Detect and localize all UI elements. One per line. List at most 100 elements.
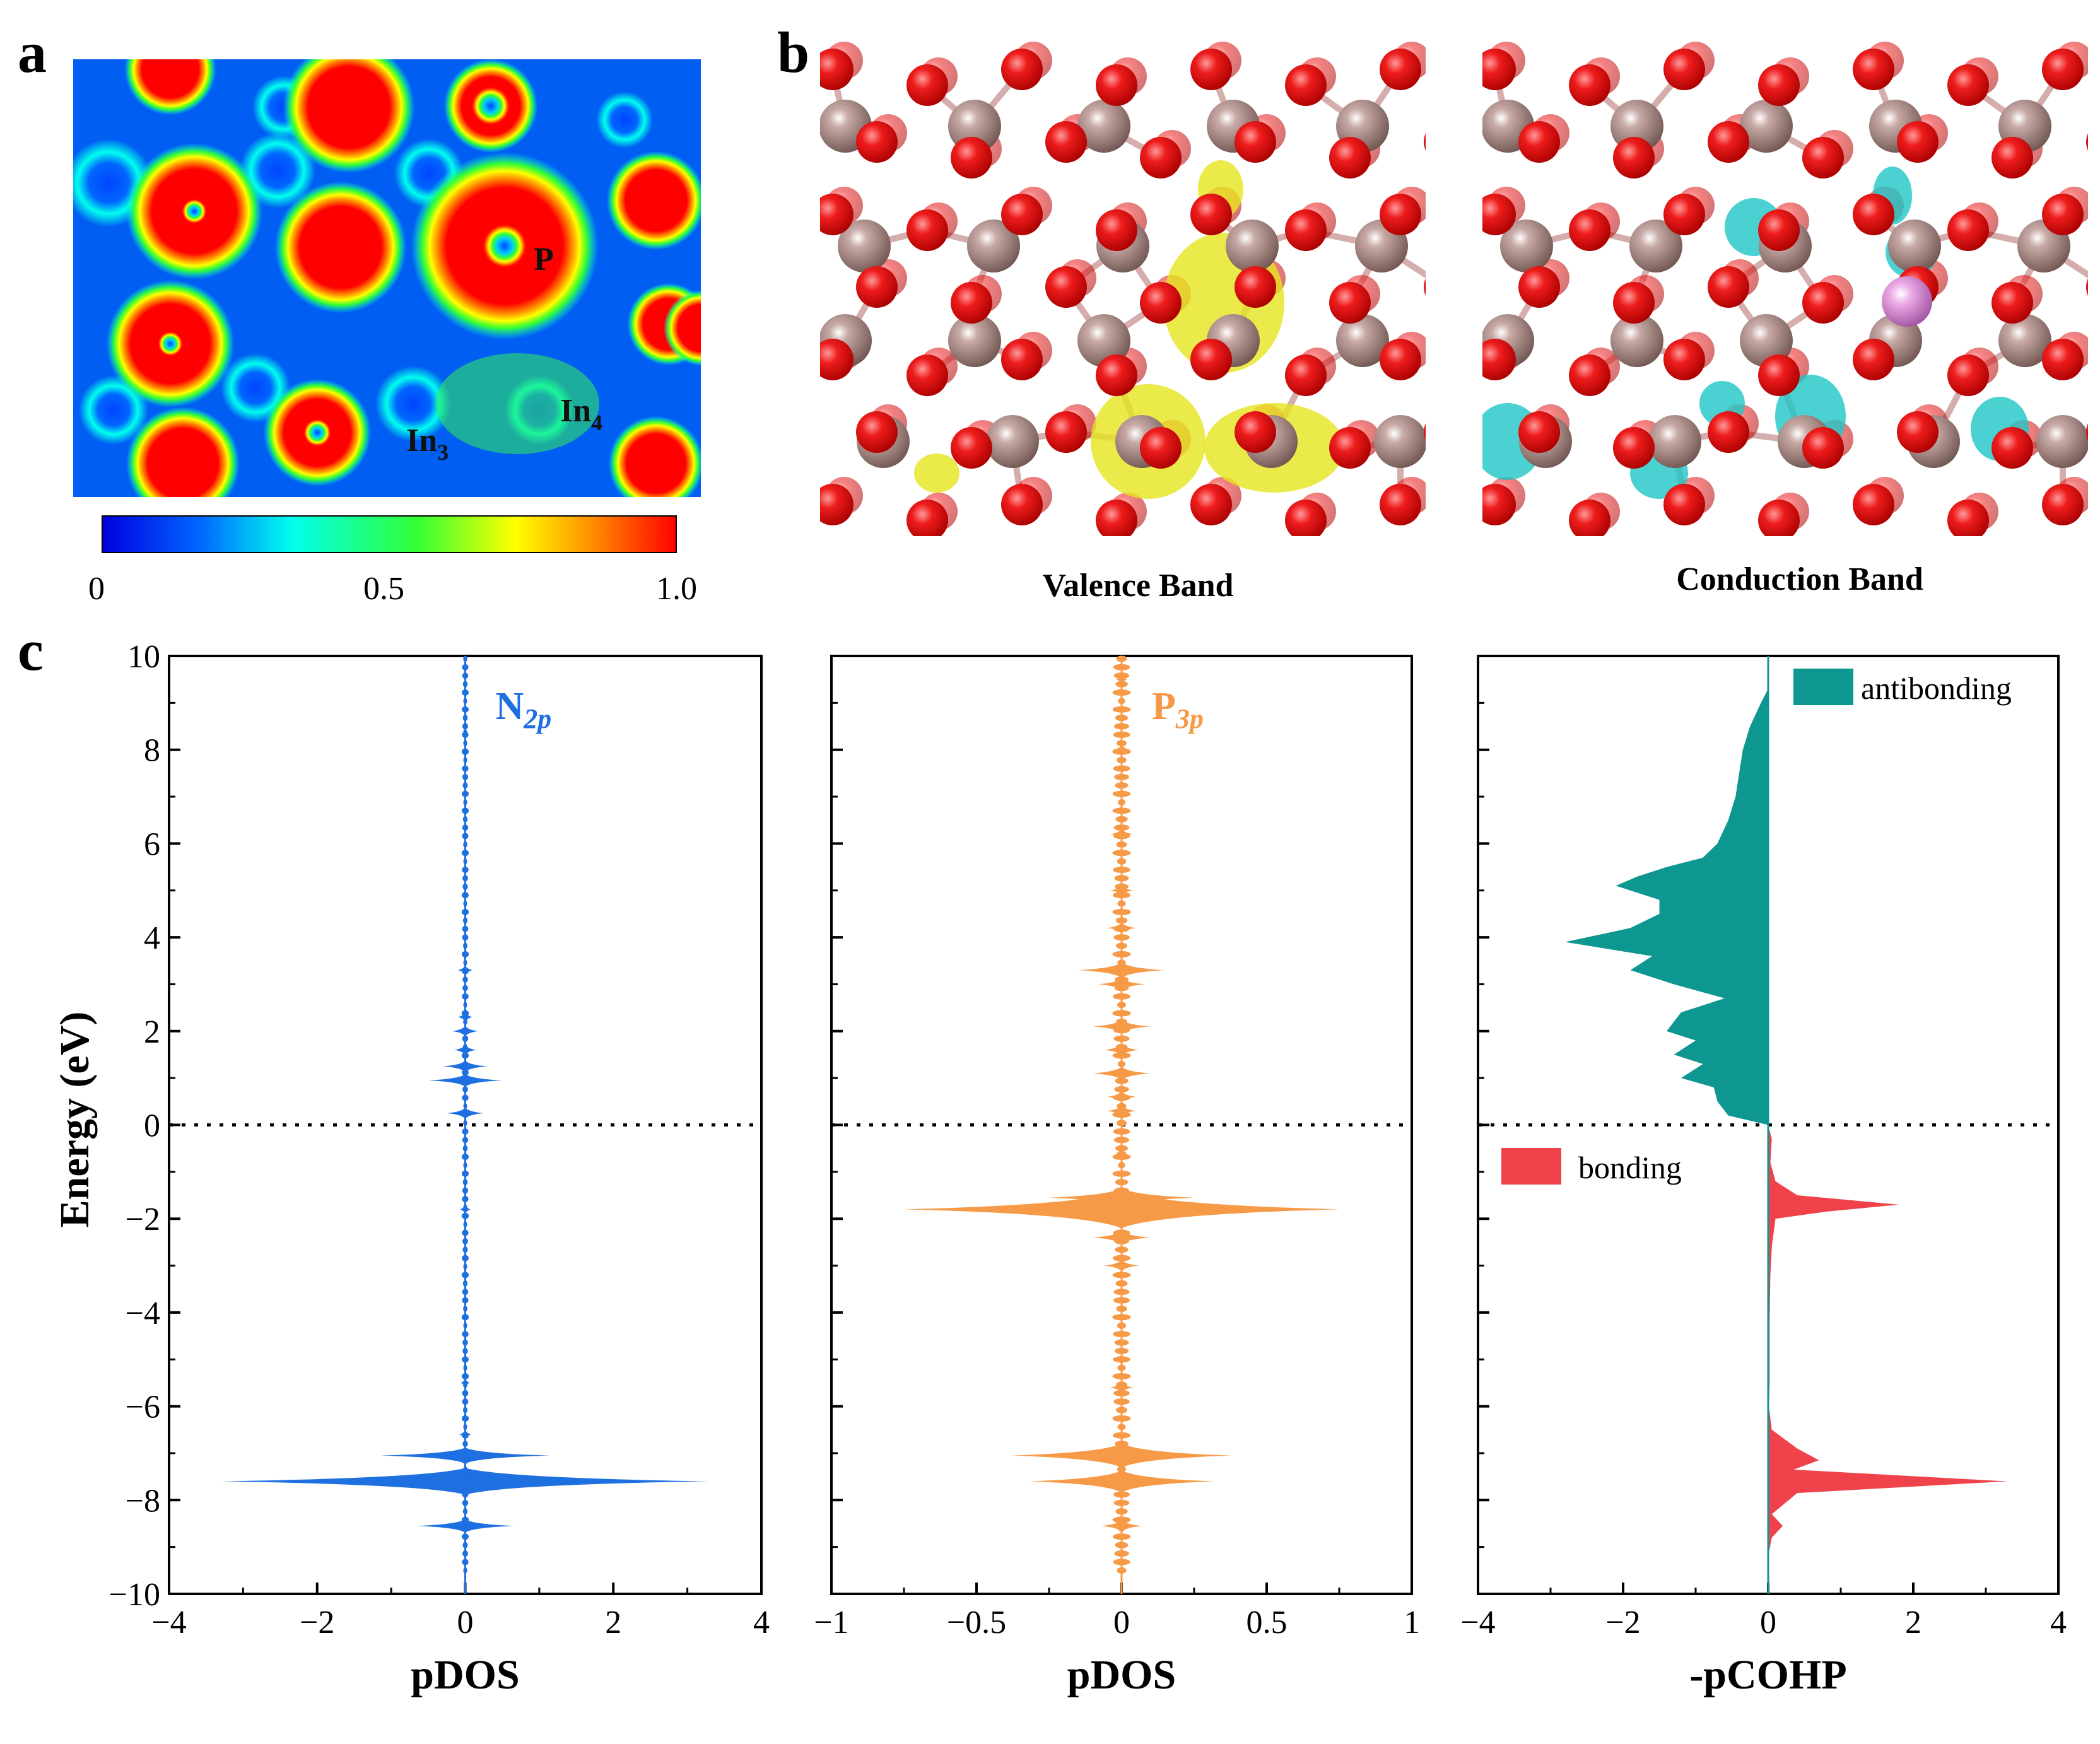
- pdos-noise: [461, 908, 469, 915]
- pdos-noise: [462, 1398, 469, 1405]
- pdos-noise: [463, 1322, 467, 1329]
- pdos-peak: [1115, 1147, 1128, 1159]
- oxygen-atom: [1482, 339, 1516, 380]
- pdos-noise: [463, 1002, 467, 1009]
- oxygen-atom: [1285, 209, 1327, 251]
- pdos-noise: [1118, 698, 1125, 705]
- pdos-noise: [462, 892, 469, 899]
- oxygen-atom: [1991, 427, 2033, 469]
- y-tick-label: 2: [144, 1014, 160, 1050]
- pdos-noise: [462, 723, 469, 730]
- pdos-noise: [462, 985, 468, 992]
- pdos-noise: [1118, 799, 1125, 805]
- oxygen-atom: [2086, 133, 2088, 151]
- pdos-noise: [1112, 689, 1131, 696]
- pdos-noise: [1117, 1103, 1127, 1109]
- pdos-noise: [462, 816, 468, 822]
- pdos-noise: [1113, 664, 1130, 670]
- oxygen-atom: [1897, 121, 1939, 163]
- pdos-noise: [1113, 1398, 1130, 1405]
- x-tick-label: 0: [457, 1605, 474, 1641]
- oxygen-atom: [1437, 259, 1475, 297]
- pdos-noise: [462, 1356, 469, 1363]
- legend-swatch-antibonding: [1793, 669, 1853, 705]
- oxygen-atom: [1140, 427, 1182, 469]
- indium-atom: [1374, 415, 1426, 468]
- x-tick-label: 0: [1760, 1605, 1776, 1641]
- legend-label-antibonding: antibonding: [1861, 670, 2012, 706]
- pdos-noise: [462, 664, 469, 670]
- oxygen-atom: [1190, 339, 1232, 380]
- oxygen-atom: [1758, 354, 1800, 396]
- pdos-noise: [462, 1289, 469, 1296]
- svg-text:In3: In3: [406, 423, 449, 465]
- y-tick-label: 4: [144, 920, 160, 956]
- pdos-noise: [1114, 1339, 1129, 1346]
- oxygen-atom: [1001, 194, 1043, 235]
- pdos-noise: [461, 951, 469, 957]
- indium-atom: [1648, 415, 1701, 468]
- pdos-noise: [461, 1415, 469, 1422]
- valence-band-label: Valence Band: [1043, 568, 1234, 604]
- x-tick-label: −2: [300, 1605, 334, 1641]
- pdos-noise: [1117, 1263, 1126, 1270]
- oxygen-atom: [1140, 137, 1182, 178]
- indium-atom: [838, 219, 891, 272]
- elf-blob: [608, 416, 701, 497]
- pdos-noise: [462, 1432, 469, 1439]
- colorbar-tick-0.5: 0.5: [363, 571, 404, 607]
- pdos-noise: [1115, 1441, 1129, 1448]
- oxygen-atom: [1329, 137, 1371, 178]
- oxygen-atom: [951, 137, 992, 178]
- pdos-noise: [462, 1128, 469, 1135]
- pdos-noise: [1112, 1212, 1131, 1219]
- oxygen-atom: [1045, 411, 1087, 453]
- elf-core: [303, 419, 331, 447]
- oxygen-atom: [1991, 137, 2033, 178]
- pdos-noise: [1113, 833, 1130, 840]
- y-axis-title: Energy (eV): [52, 1012, 98, 1228]
- pdos-noise: [1112, 1069, 1131, 1076]
- pdos-noise: [462, 1035, 469, 1042]
- pdos-noise: [462, 917, 468, 924]
- pdos-noise: [1113, 1137, 1130, 1144]
- oxygen-atom: [1045, 121, 1087, 163]
- pdos-noise: [1112, 1356, 1131, 1363]
- pdos-noise: [1113, 723, 1130, 730]
- pdos-noise: [1112, 1474, 1131, 1481]
- oxygen-atom: [1663, 49, 1705, 90]
- oxygen-atom: [1096, 64, 1137, 106]
- oxygen-atom: [1518, 411, 1560, 453]
- legend-swatch-bonding: [1501, 1148, 1561, 1185]
- conduction-band-label: Conduction Band: [1676, 561, 1923, 597]
- colorbar-tick-1.0: 1.0: [656, 571, 697, 607]
- pdos-noise: [1115, 883, 1129, 890]
- pdos-noise: [463, 1120, 467, 1127]
- pdos-noise: [462, 782, 468, 789]
- pdos-noise: [1112, 1432, 1131, 1439]
- oxygen-atom: [1437, 404, 1475, 442]
- pdos-noise: [1113, 824, 1130, 831]
- pdos-noise: [1115, 917, 1128, 924]
- pdos-noise: [1113, 1491, 1130, 1498]
- panel-a-letter: a: [18, 20, 47, 85]
- pdos-noise: [462, 1137, 469, 1144]
- pdos-noise: [462, 1238, 469, 1244]
- pdos-noise: [1115, 681, 1128, 688]
- oxygen-atom: [2042, 484, 2084, 525]
- oxygen-atom: [1947, 64, 1989, 106]
- oxygen-atom: [1190, 484, 1232, 525]
- elf-halo: [596, 91, 653, 148]
- pdos-noise: [462, 875, 468, 882]
- pdos-noise: [462, 1179, 468, 1186]
- pdos-noise: [463, 740, 467, 747]
- pdos-peak: [1093, 1230, 1151, 1244]
- oxygen-atom: [1569, 354, 1610, 396]
- elf-blob: [126, 407, 240, 497]
- oxygen-atom: [1001, 484, 1043, 525]
- x-tick-label: 4: [2050, 1605, 2067, 1641]
- oxygen-atom: [1758, 209, 1800, 251]
- oxygen-atom: [1380, 484, 1421, 525]
- pdos-noise: [1115, 1508, 1128, 1515]
- oxygen-atom: [820, 194, 853, 235]
